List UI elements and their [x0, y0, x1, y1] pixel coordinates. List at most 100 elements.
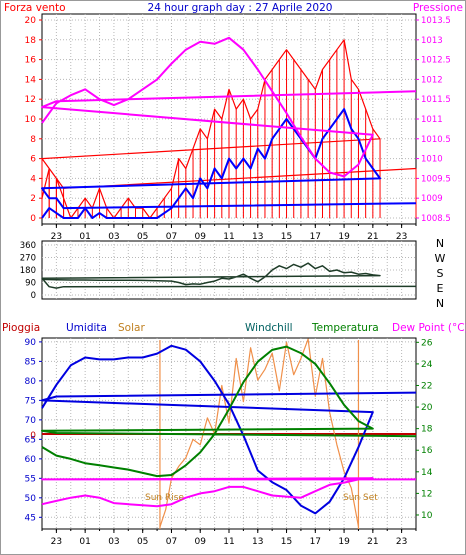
- pressure-tick-label: 1010: [421, 155, 443, 165]
- direction-tick-label: 360: [20, 241, 36, 251]
- x-tick-label: 13: [252, 232, 263, 242]
- temp-tick-label: 14: [421, 468, 433, 478]
- humidity-tick-label: 75: [25, 396, 36, 406]
- wind-line: [41, 39, 417, 219]
- temperature-line: [41, 345, 417, 478]
- temp-tick-label: 10: [421, 511, 433, 521]
- humidity-tick-label: 85: [25, 357, 36, 367]
- compass-label: W: [435, 252, 446, 265]
- temp-tick-label: 16: [421, 446, 433, 456]
- sun-rise-label: Sun Rise: [145, 493, 184, 503]
- temp-tick-label: 24: [421, 360, 433, 370]
- direction-tick-label: 90: [25, 279, 36, 289]
- wind-tick-label: 16: [25, 56, 37, 66]
- humidity-tick-label: 60: [25, 455, 37, 465]
- wind-tick-label: 2: [30, 194, 36, 204]
- legend-rain: Pioggia: [2, 322, 40, 334]
- x-tick-label: 07: [166, 537, 177, 547]
- legend-temperature: Temperatura: [311, 322, 379, 334]
- x-tick-label: 03: [108, 232, 119, 242]
- x-tick-label: 17: [310, 537, 321, 547]
- x-tick-label: 05: [137, 537, 148, 547]
- x-tick-label: 23: [51, 232, 62, 242]
- humidity-tick-label: 45: [25, 513, 36, 523]
- direction-tick-label: 270: [20, 254, 36, 264]
- humidity-tick-label: 55: [25, 474, 36, 484]
- pressure-tick-label: 1011: [421, 115, 443, 125]
- x-tick-label: 11: [223, 232, 234, 242]
- bottom-hour-axis: 23 01 03 05 07 09 11 13 15 17 19 21 23: [41, 529, 417, 547]
- pressure-tick-label: 1011.5: [421, 95, 451, 105]
- humidity-axis: 45 50 55 60 65 70 75 80 85 90: [25, 338, 42, 523]
- direction-grid: [42, 241, 416, 299]
- x-tick-label: 19: [338, 232, 350, 242]
- x-tick-label: 15: [281, 232, 292, 242]
- x-tick-label: 21: [367, 232, 378, 242]
- wind-axis-label: Forza vento: [4, 2, 66, 14]
- compass-label: N: [436, 237, 444, 250]
- solar-line: [159, 338, 360, 527]
- x-tick-label: 01: [79, 537, 90, 547]
- chart-title: 24 hour graph day : 27 Aprile 2020: [148, 2, 333, 14]
- x-tick-label: 23: [396, 232, 407, 242]
- legend-humidity: Umidita: [66, 322, 107, 334]
- wind-tick-label: 10: [25, 115, 37, 125]
- dewpoint-line: [41, 477, 416, 508]
- humidity-tick-label: 80: [25, 377, 37, 387]
- legend-solar: Solar: [118, 322, 145, 334]
- humidity-tick-label: 90: [25, 338, 37, 348]
- legend-dewpoint: Dew Point (°C): [392, 322, 466, 334]
- pressure-line: [41, 36, 417, 178]
- wind-tick-label: 4: [30, 174, 36, 184]
- x-tick-label: 15: [281, 537, 292, 547]
- x-tick-label: 09: [195, 232, 207, 242]
- wind-tick-label: 18: [25, 36, 37, 46]
- x-tick-label: 21: [367, 537, 378, 547]
- wind-tick-label: 14: [25, 75, 37, 85]
- pressure-tick-label: 1008.5: [421, 214, 451, 224]
- pressure-tick-label: 1010.5: [421, 135, 451, 145]
- temp-tick-label: 22: [421, 381, 432, 391]
- x-tick-label: 19: [338, 537, 350, 547]
- pressure-tick-label: 1012.5: [421, 56, 451, 66]
- humidity-tick-label: 65: [25, 435, 36, 445]
- pressure-axis-label: Pressione: [413, 2, 463, 14]
- direction-line: [41, 262, 417, 289]
- x-tick-label: 23: [396, 537, 407, 547]
- x-tick-label: 09: [195, 537, 207, 547]
- top-series: [41, 36, 417, 219]
- rain-zero-label: 0: [30, 431, 36, 441]
- wind-tick-label: 8: [30, 135, 36, 145]
- x-tick-label: 07: [166, 232, 177, 242]
- x-tick-label: 13: [252, 537, 263, 547]
- temp-tick-label: 12: [421, 489, 432, 499]
- compass-label: S: [437, 267, 444, 280]
- pressure-tick-label: 1012: [421, 75, 443, 85]
- bottom-series: [41, 338, 417, 529]
- humidity-tick-label: 50: [25, 494, 37, 504]
- wind-speed-axis: 0 2 4 6 8 10 12 14 16 18 20: [25, 16, 42, 224]
- x-tick-label: 17: [310, 232, 321, 242]
- compass-label: N: [436, 297, 444, 310]
- humidity-tick-label: 70: [25, 416, 37, 426]
- temperature-axis: 10 12 14 16 18 20 22 24 26: [416, 338, 433, 521]
- x-tick-label: 05: [137, 232, 148, 242]
- top-hour-axis: 23 01 03 05 07 09 11 13 15 17 19 21 23: [41, 224, 417, 242]
- wind-tick-label: 6: [30, 155, 36, 165]
- x-tick-label: 03: [108, 537, 119, 547]
- pressure-tick-label: 1009.5: [421, 174, 451, 184]
- sun-set-label: Sun Set: [343, 493, 378, 503]
- direction-tick-label: 180: [20, 266, 36, 276]
- temp-tick-label: 20: [421, 403, 433, 413]
- legend-windchill: Windchill: [245, 322, 293, 334]
- direction-tick-label: 0: [31, 291, 36, 301]
- temp-tick-label: 26: [421, 338, 433, 348]
- humidity-line: [41, 344, 417, 515]
- pressure-tick-label: 1013: [421, 36, 443, 46]
- wind-tick-label: 12: [25, 95, 36, 105]
- x-tick-label: 23: [51, 537, 62, 547]
- direction-series: [41, 262, 417, 289]
- temp-tick-label: 18: [421, 425, 433, 435]
